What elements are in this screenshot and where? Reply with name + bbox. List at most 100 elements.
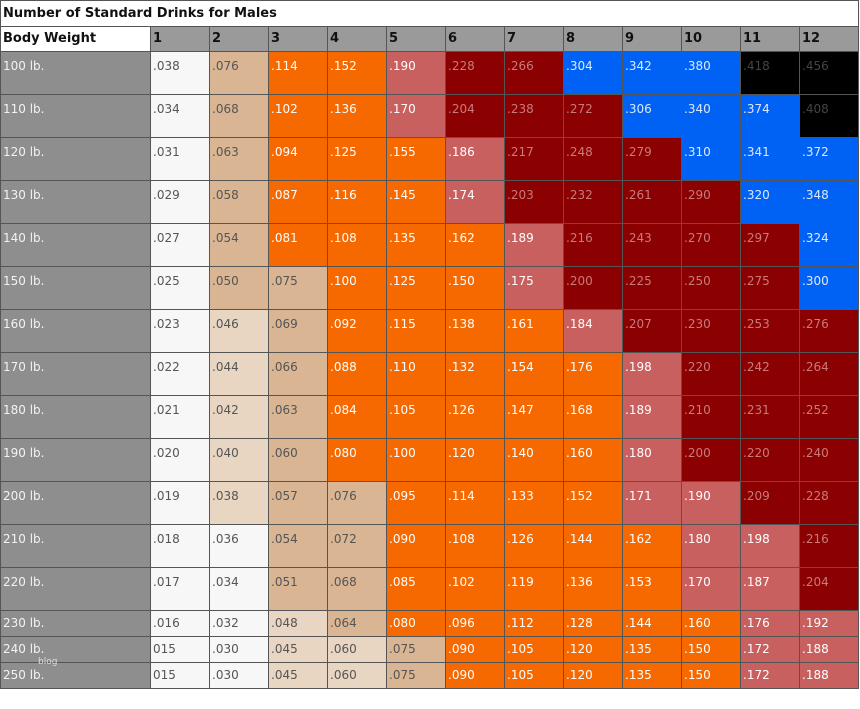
bac-cell: .210: [681, 395, 741, 439]
body-weight-label: 130 lb.: [0, 180, 151, 224]
bac-cell: .279: [622, 137, 682, 181]
body-weight-label: 230 lb.: [0, 610, 151, 637]
bac-cell: .310: [681, 137, 741, 181]
bac-cell: .034: [150, 94, 210, 138]
bac-cell: .176: [563, 352, 623, 396]
bac-cell: .081: [268, 223, 328, 267]
bac-cell: .144: [622, 610, 682, 637]
table-row: 250 lb. 015.030.045.060.075.090.105.120.1…: [0, 662, 859, 689]
bac-cell: .138: [445, 309, 505, 353]
bac-cell: .092: [327, 309, 387, 353]
bac-cell: .187: [740, 567, 800, 611]
bac-cell: .264: [799, 352, 859, 396]
bac-cell: .243: [622, 223, 682, 267]
bac-cell: .054: [209, 223, 269, 267]
bac-cell: .040: [209, 438, 269, 482]
bac-cell: .126: [445, 395, 505, 439]
bac-cell: .060: [327, 636, 387, 663]
bac-cell: .112: [504, 610, 564, 637]
bac-cell: .102: [268, 94, 328, 138]
bac-cell: .297: [740, 223, 800, 267]
bac-cell: .180: [622, 438, 682, 482]
bac-cell: .090: [445, 662, 505, 689]
bac-cell: .044: [209, 352, 269, 396]
drinks-table: Number of Standard Drinks for Males Body…: [0, 0, 859, 689]
bac-cell: .253: [740, 309, 800, 353]
bac-cell: .133: [504, 481, 564, 525]
bac-cell: .152: [563, 481, 623, 525]
bac-cell: .209: [740, 481, 800, 525]
bac-cell: .306: [622, 94, 682, 138]
bac-cell: .161: [504, 309, 564, 353]
table-row: 180 lb. .021.042.063.084.105.126.147.168.…: [0, 395, 859, 439]
body-weight-header: Body Weight: [0, 26, 151, 52]
drink-count-header: 2: [209, 26, 269, 52]
drink-count-header: 4: [327, 26, 387, 52]
bac-cell: .063: [268, 395, 328, 439]
bac-cell: .228: [799, 481, 859, 525]
bac-cell: .022: [150, 352, 210, 396]
bac-cell: .204: [799, 567, 859, 611]
bac-cell: .046: [209, 309, 269, 353]
bac-cell: .217: [504, 137, 564, 181]
bac-cell: .207: [622, 309, 682, 353]
table-row: 230 lb. .016.032.048.064.080.096.112.128.…: [0, 610, 859, 637]
bac-cell: .220: [681, 352, 741, 396]
bac-cell: .100: [386, 438, 446, 482]
bac-cell: .203: [504, 180, 564, 224]
bac-cell: .076: [327, 481, 387, 525]
bac-cell: .184: [563, 309, 623, 353]
bac-cell: .016: [150, 610, 210, 637]
bac-cell: .200: [681, 438, 741, 482]
bac-cell: .238: [504, 94, 564, 138]
bac-cell: .030: [209, 636, 269, 663]
body-weight-label: 160 lb.: [0, 309, 151, 353]
bac-cell: .031: [150, 137, 210, 181]
bac-cell: .034: [209, 567, 269, 611]
bac-cell: .162: [445, 223, 505, 267]
bac-cell: .135: [386, 223, 446, 267]
bac-cell: .418: [740, 51, 800, 95]
bac-cell: .348: [799, 180, 859, 224]
bac-cell: .087: [268, 180, 328, 224]
bac-cell: .021: [150, 395, 210, 439]
bac-cell: .115: [386, 309, 446, 353]
body-weight-label: 170 lb.: [0, 352, 151, 396]
bac-cell: .105: [504, 662, 564, 689]
drink-count-header: 7: [504, 26, 564, 52]
bac-cell: .252: [799, 395, 859, 439]
bac-cell: .220: [740, 438, 800, 482]
bac-cell: .020: [150, 438, 210, 482]
bac-cell: .057: [268, 481, 328, 525]
table-row: 130 lb. .029.058.087.116.145.174.203.232.…: [0, 180, 859, 224]
bac-cell: .125: [327, 137, 387, 181]
bac-cell: .204: [445, 94, 505, 138]
bac-cell: .456: [799, 51, 859, 95]
bac-cell: .225: [622, 266, 682, 310]
bac-cell: .029: [150, 180, 210, 224]
bac-cell: .018: [150, 524, 210, 568]
bac-cell: .188: [799, 662, 859, 689]
bac-cell: .342: [622, 51, 682, 95]
bac-cell: .155: [386, 137, 446, 181]
bac-cell: .300: [799, 266, 859, 310]
bac-cell: .023: [150, 309, 210, 353]
bac-cell: .304: [563, 51, 623, 95]
bac-cell: .114: [268, 51, 328, 95]
bac-cell: .160: [563, 438, 623, 482]
bac-cell: .088: [327, 352, 387, 396]
bac-cell: .100: [327, 266, 387, 310]
bac-cell: .230: [681, 309, 741, 353]
bac-cell: .108: [445, 524, 505, 568]
bac-cell: 015: [150, 662, 210, 689]
bac-cell: .168: [563, 395, 623, 439]
drink-count-header: 5: [386, 26, 446, 52]
bac-cell: .110: [386, 352, 446, 396]
body-weight-label: 140 lb.: [0, 223, 151, 267]
bac-cell: .120: [563, 636, 623, 663]
bac-cell: .147: [504, 395, 564, 439]
drink-count-header: 10: [681, 26, 741, 52]
bac-cell: .261: [622, 180, 682, 224]
bac-cell: .324: [799, 223, 859, 267]
bac-cell: .140: [504, 438, 564, 482]
